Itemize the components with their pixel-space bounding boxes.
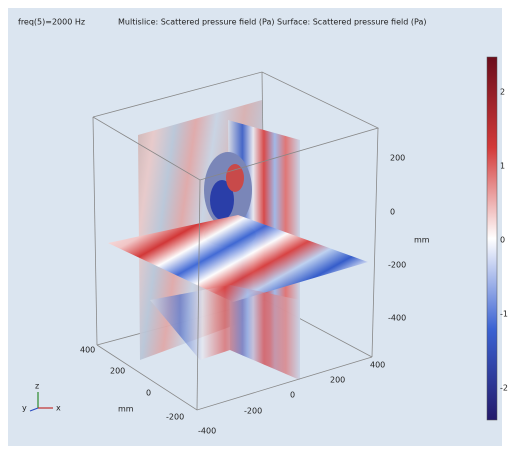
colorbar [487, 57, 497, 420]
z-tick-label: 200 [390, 154, 405, 163]
colorbar-tick-label: 2 [500, 88, 505, 97]
x-tick-label: 200 [330, 376, 345, 385]
y-tick-label: 0 [146, 389, 151, 398]
colorbar-tick-label: 0 [500, 236, 505, 245]
y-tick-label: 400 [80, 346, 95, 355]
z-tick-label: -200 [388, 261, 406, 270]
frequency-label: freq(5)=2000 Hz [18, 18, 85, 27]
z-axis-unit: mm [414, 236, 430, 245]
triad-x: x [56, 404, 61, 413]
x-tick-label: 400 [370, 361, 385, 370]
y-axis-unit: mm [118, 405, 134, 414]
colorbar-tick-label: 1 [500, 162, 505, 171]
triad-z: z [35, 382, 39, 391]
x-tick-label: 0 [290, 391, 295, 400]
y-tick-label: -200 [166, 413, 184, 422]
triad-y: y [22, 404, 27, 413]
z-tick-label: 0 [390, 208, 395, 217]
colorbar-tick-label: -2 [500, 384, 508, 393]
plot-title: Multislice: Scattered pressure field (Pa… [118, 18, 426, 27]
y-tick-label: 200 [110, 367, 125, 376]
plot-window: freq(5)=2000 Hz Multislice: Scattered pr… [0, 0, 510, 454]
colorbar-tick-label: -1 [500, 310, 508, 319]
x-tick-label: -400 [198, 427, 216, 436]
z-tick-label: -400 [388, 314, 406, 323]
x-tick-label: -200 [244, 407, 262, 416]
